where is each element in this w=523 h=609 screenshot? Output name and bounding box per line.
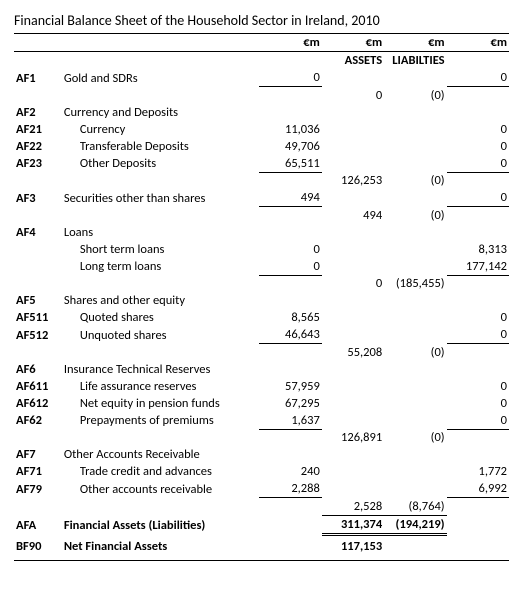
page-title: Financial Balance Sheet of the Household… — [14, 12, 509, 29]
row-af2-total: 126,253 (0) — [14, 172, 509, 189]
header-row: €m €m €m €m — [14, 34, 509, 52]
row-af6-total: 126,891 (0) — [14, 429, 509, 446]
row-af6: AF6 Insurance Technical Reserves — [14, 361, 509, 378]
row-bf90: BF90 Net Financial Assets 117,153 — [14, 538, 509, 555]
row-afa: AFA Financial Assets (Liabilities) 311,3… — [14, 515, 509, 534]
row-af4b: Long term loans 0 177,142 — [14, 258, 509, 276]
row-af62: AF62 Prepayments of premiums 1,637 0 — [14, 412, 509, 430]
balance-sheet-table: €m €m €m €m ASSETS LIABILTIES AF1 Gold a… — [14, 33, 509, 561]
col-liab: LIABILTIES — [384, 52, 446, 70]
row-af4-total: 0 (185,455) — [14, 275, 509, 292]
col-assets: ASSETS — [322, 52, 384, 70]
row-af611: AF611 Life assurance reserves 57,959 0 — [14, 378, 509, 395]
col-unit: €m — [259, 34, 321, 52]
row-af612: AF612 Net equity in pension funds 67,295… — [14, 395, 509, 412]
row-af5-total: 55,208 (0) — [14, 344, 509, 361]
col-unit: €m — [322, 34, 384, 52]
row-af4: AF4 Loans — [14, 224, 509, 241]
row-af511: AF511 Quoted shares 8,565 0 — [14, 309, 509, 326]
row-af4a: Short term loans 0 8,313 — [14, 241, 509, 258]
row-af2: AF2 Currency and Deposits — [14, 104, 509, 121]
subheader-row: ASSETS LIABILTIES — [14, 52, 509, 70]
row-af22: AF22 Transferable Deposits 49,706 0 — [14, 138, 509, 155]
row-af21: AF21 Currency 11,036 0 — [14, 121, 509, 138]
row-af71: AF71 Trade credit and advances 240 1,772 — [14, 463, 509, 480]
row-af5: AF5 Shares and other equity — [14, 292, 509, 309]
row-af7: AF7 Other Accounts Receivable — [14, 446, 509, 463]
row-af3: AF3 Securities other than shares 494 0 — [14, 189, 509, 207]
col-unit: €m — [447, 34, 509, 52]
row-af1: AF1 Gold and SDRs 0 0 — [14, 69, 509, 87]
row-af3-total: 494 (0) — [14, 207, 509, 224]
row-af7-total: 2,528 (8,764) — [14, 498, 509, 516]
row-af1-total: 0 (0) — [14, 87, 509, 104]
row-af79: AF79 Other accounts receivable 2,288 6,9… — [14, 480, 509, 498]
row-af23: AF23 Other Deposits 65,511 0 — [14, 155, 509, 173]
row-af512: AF512 Unquoted shares 46,643 0 — [14, 326, 509, 344]
col-unit: €m — [384, 34, 446, 52]
